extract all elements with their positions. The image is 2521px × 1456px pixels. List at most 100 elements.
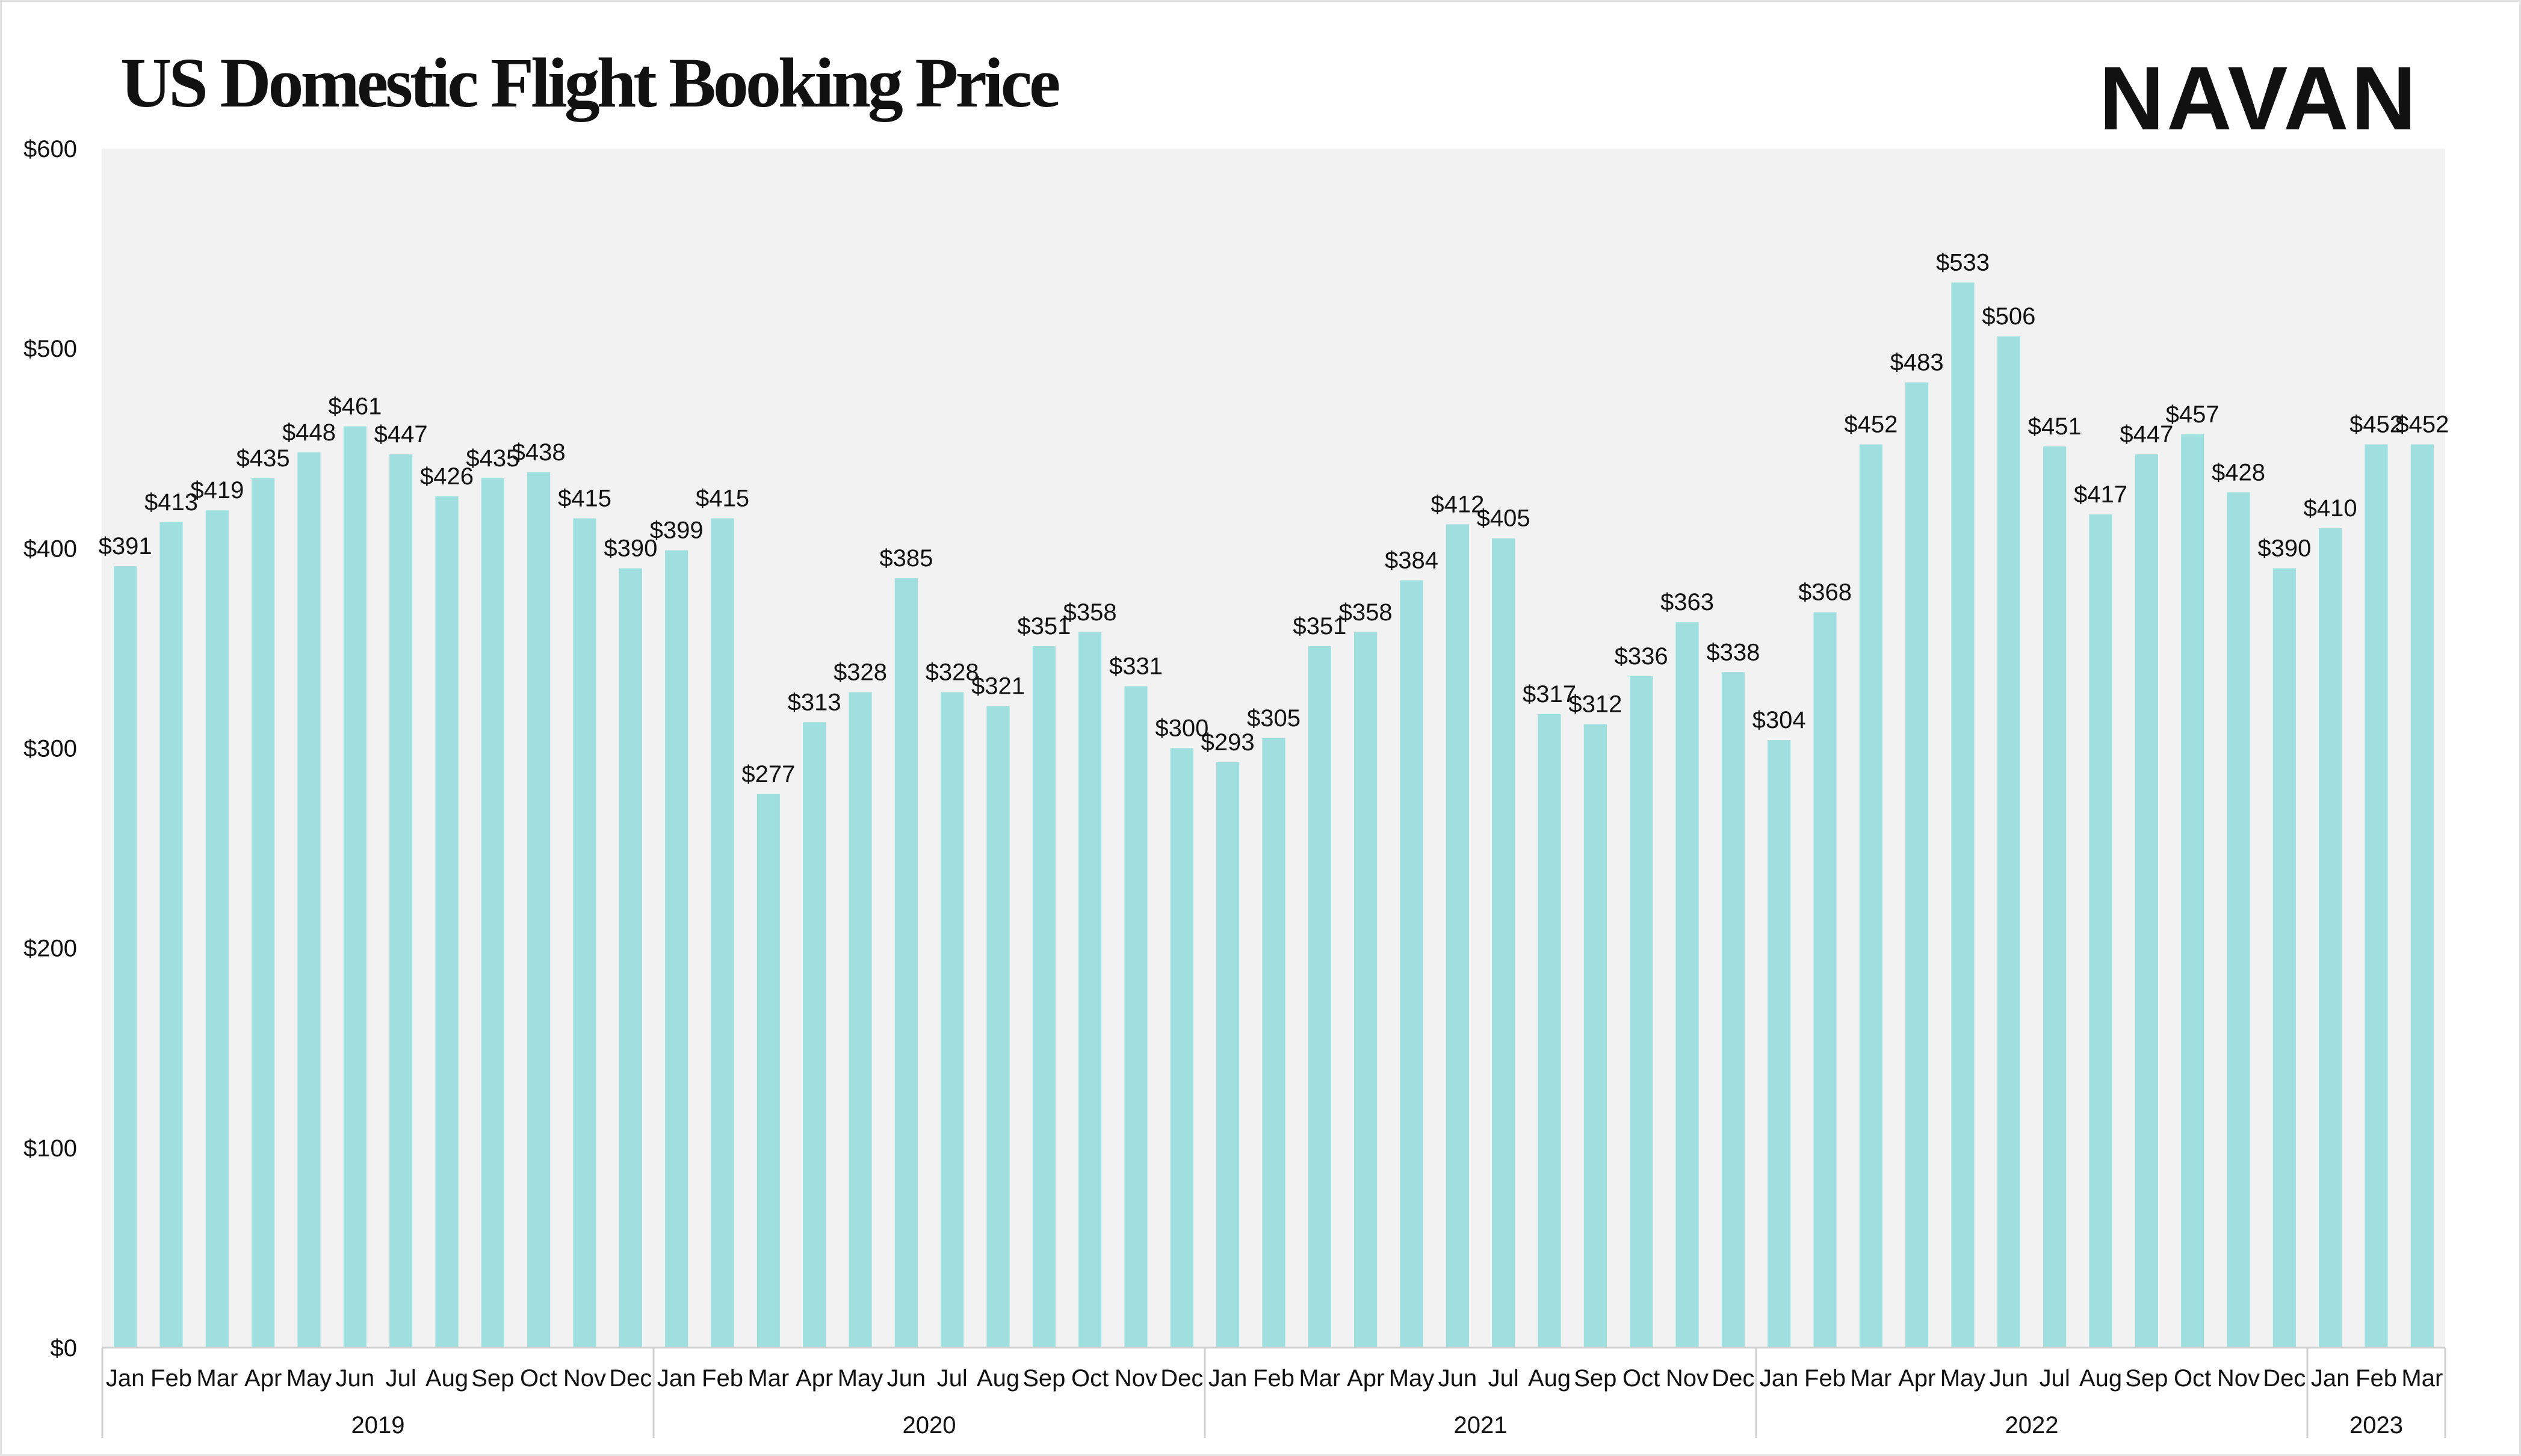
bar xyxy=(986,706,1009,1348)
bar xyxy=(1078,632,1101,1348)
bar xyxy=(481,478,504,1348)
x-tick-label-month: Jun xyxy=(336,1365,375,1392)
data-label: $358 xyxy=(1063,599,1117,626)
x-tick-label-month: Apr xyxy=(244,1365,282,1392)
y-tick-label: $400 xyxy=(23,535,77,562)
data-label: $305 xyxy=(1247,705,1301,732)
data-label: $419 xyxy=(190,477,244,504)
data-label: $447 xyxy=(374,421,428,448)
x-tick-label-month: Mar xyxy=(196,1365,238,1392)
bar xyxy=(1722,672,1745,1348)
bar xyxy=(1400,580,1423,1348)
bar xyxy=(2135,454,2158,1348)
bar xyxy=(1171,748,1193,1348)
x-tick-label-month: Mar xyxy=(2401,1365,2443,1392)
bar xyxy=(2043,446,2066,1348)
bar xyxy=(849,692,871,1348)
data-label: $313 xyxy=(788,689,841,715)
x-axis: Jan Feb Mar Apr May Jun Jul Aug Sep Oct Nov Dec Jan F… xyxy=(102,1348,2445,1439)
bar xyxy=(1813,612,1836,1348)
x-tick-label-month: Feb xyxy=(702,1365,743,1392)
data-label: $533 xyxy=(1936,250,1990,276)
x-tick-label-month: Nov xyxy=(1115,1365,1157,1392)
y-axis: $0$100$200$300$400$500$600 xyxy=(23,136,77,1362)
x-tick-label-month: Jul xyxy=(937,1365,968,1392)
bar xyxy=(2365,445,2387,1348)
x-tick-label-month: Feb xyxy=(1253,1365,1295,1392)
x-tick-label-month: Dec xyxy=(609,1365,652,1392)
x-tick-label-month: Sep xyxy=(1574,1365,1616,1392)
data-label: $506 xyxy=(1982,303,2035,330)
bar xyxy=(757,794,780,1348)
x-tick-label-month: Sep xyxy=(2125,1365,2168,1392)
data-label: $390 xyxy=(2257,535,2311,562)
data-label: $384 xyxy=(1385,547,1438,573)
x-tick-label-month: Feb xyxy=(2356,1365,2397,1392)
x-tick-label-year: 2019 xyxy=(351,1412,405,1439)
x-tick-label-month: Jul xyxy=(2040,1365,2070,1392)
x-tick-label-month: May xyxy=(838,1365,883,1392)
bar xyxy=(1354,632,1377,1348)
data-label: $452 xyxy=(2395,412,2449,438)
x-tick-label-month: Jan xyxy=(1208,1365,1248,1392)
bar xyxy=(1675,622,1698,1348)
data-label: $331 xyxy=(1109,653,1163,680)
x-tick-label-month: May xyxy=(1389,1365,1435,1392)
x-tick-label-month: Feb xyxy=(1804,1365,1846,1392)
bar xyxy=(1033,646,1056,1348)
data-label: $399 xyxy=(650,517,704,544)
x-tick-label-month: Nov xyxy=(563,1365,606,1392)
x-tick-label-month: Nov xyxy=(2217,1365,2260,1392)
data-label: $363 xyxy=(1660,589,1714,615)
x-tick-label-month: Jun xyxy=(887,1365,926,1392)
bar xyxy=(711,519,734,1348)
y-tick-label: $300 xyxy=(23,736,77,762)
bar xyxy=(665,551,688,1348)
x-tick-label-month: Jul xyxy=(386,1365,416,1392)
bar xyxy=(1538,714,1561,1348)
data-label: $483 xyxy=(1890,350,1944,376)
y-tick-label: $500 xyxy=(23,336,77,362)
y-tick-label: $600 xyxy=(23,136,77,162)
data-label: $457 xyxy=(2166,401,2219,428)
y-tick-label: $100 xyxy=(23,1135,77,1162)
x-tick-label-year: 2022 xyxy=(2005,1412,2059,1439)
bar xyxy=(1308,646,1331,1348)
data-label: $312 xyxy=(1568,691,1622,718)
x-tick-label-month: Jun xyxy=(1438,1365,1477,1392)
x-tick-label-month: Jan xyxy=(1760,1365,1799,1392)
bar xyxy=(2181,434,2204,1348)
bar xyxy=(2319,528,2342,1348)
x-tick-label-month: Mar xyxy=(747,1365,789,1392)
x-tick-label-year: 2023 xyxy=(2349,1412,2403,1439)
bar xyxy=(895,578,918,1348)
bar xyxy=(1492,538,1515,1348)
x-tick-label-month: Jan xyxy=(106,1365,145,1392)
data-label: $328 xyxy=(834,659,887,685)
data-label: $321 xyxy=(971,673,1025,700)
bar xyxy=(159,522,182,1348)
data-label: $461 xyxy=(328,393,382,420)
bar xyxy=(2273,569,2296,1348)
x-tick-label-year: 2020 xyxy=(903,1412,956,1439)
x-tick-label-month: Nov xyxy=(1666,1365,1709,1392)
x-tick-label-month: May xyxy=(286,1365,332,1392)
x-tick-label-month: May xyxy=(1940,1365,1986,1392)
bar xyxy=(114,566,137,1348)
bar xyxy=(1860,445,1882,1348)
bar xyxy=(1997,336,2020,1348)
data-label: $368 xyxy=(1798,579,1852,606)
x-tick-label-month: Jan xyxy=(657,1365,696,1392)
data-label: $293 xyxy=(1201,729,1255,756)
bar xyxy=(1584,724,1607,1348)
bar xyxy=(2411,445,2434,1348)
data-label: $358 xyxy=(1339,599,1393,626)
x-tick-label-month: Apr xyxy=(1898,1365,1935,1392)
bar xyxy=(619,569,642,1348)
bar xyxy=(1905,383,1928,1348)
bar xyxy=(941,692,964,1348)
bar xyxy=(1216,762,1239,1348)
bar xyxy=(1262,738,1285,1348)
bar xyxy=(803,722,826,1348)
data-label: $277 xyxy=(741,761,795,788)
